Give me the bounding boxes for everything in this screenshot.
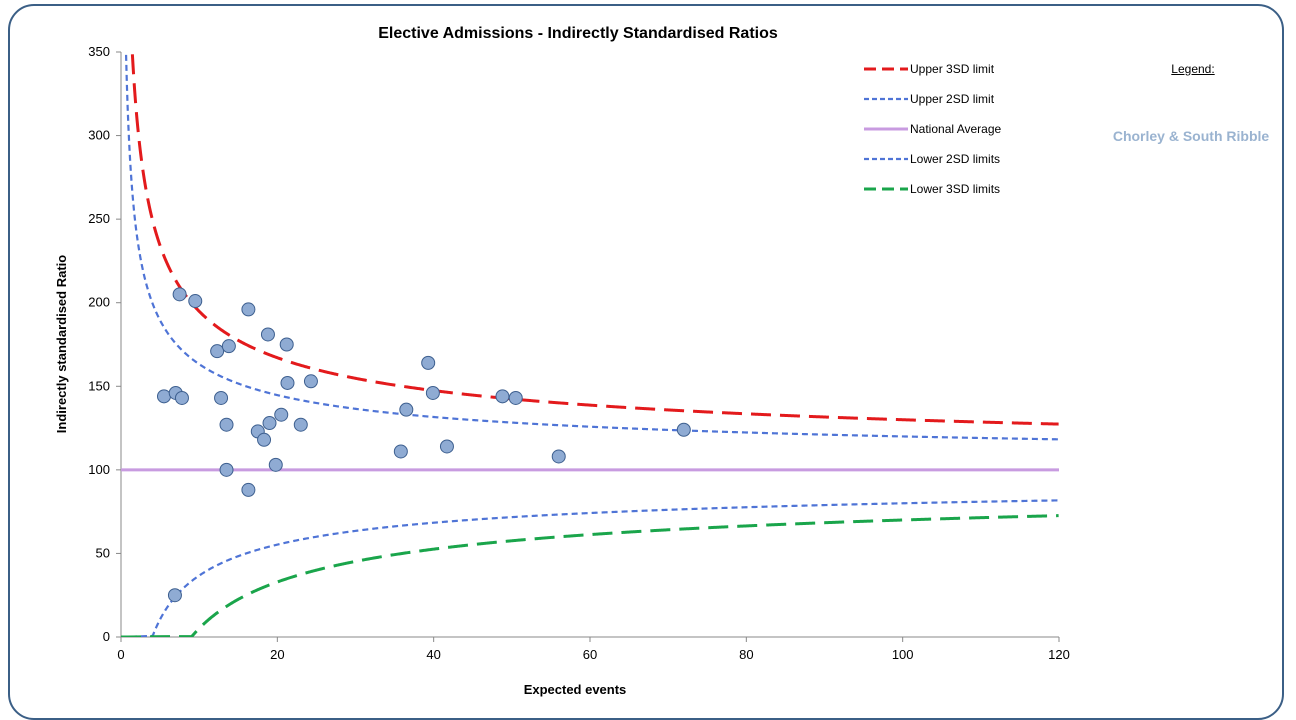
y-axis-label: Indirectly standardised Ratio (54, 255, 69, 433)
data-point (214, 390, 229, 405)
data-point (156, 389, 171, 404)
x-tick-label: 40 (426, 647, 440, 662)
data-point (268, 457, 283, 472)
y-tick-label: 200 (88, 295, 110, 310)
data-point (172, 287, 187, 302)
x-tick-label: 120 (1048, 647, 1070, 662)
data-point (676, 422, 691, 437)
data-point (210, 344, 225, 359)
data-point (293, 417, 308, 432)
y-tick-label: 100 (88, 462, 110, 477)
series-line-upper-2sd-limit (124, 52, 1059, 441)
data-point (167, 588, 182, 603)
data-point (393, 444, 408, 459)
data-point (257, 432, 272, 447)
data-point (188, 294, 203, 309)
x-tick-label: 20 (270, 647, 284, 662)
y-tick-label: 0 (103, 629, 110, 644)
data-point (425, 385, 440, 400)
x-tick-label: 80 (739, 647, 753, 662)
data-point (303, 374, 318, 389)
legend-label: Lower 2SD limits (910, 152, 1000, 166)
y-tick-label: 50 (96, 545, 110, 560)
chart-frame (8, 4, 1284, 720)
data-point (241, 302, 256, 317)
chart-title: Elective Admissions - Indirectly Standar… (378, 25, 778, 42)
y-tick-label: 250 (88, 211, 110, 226)
y-tick-label: 300 (88, 128, 110, 143)
series-line-lower-2sd-limits (121, 499, 1059, 637)
x-tick-label: 60 (583, 647, 597, 662)
legend-label: Upper 2SD limit (910, 92, 995, 106)
data-point (219, 462, 234, 477)
data-point (279, 337, 294, 352)
data-point (280, 375, 295, 390)
legend-title: Legend: (1171, 62, 1215, 76)
axes: 0 50 100 150 200 250 300 350 0 20 40 60 80 100 120 (88, 44, 1070, 662)
x-tick-label: 0 (117, 647, 124, 662)
chart-legend: Upper 3SD limit Upper 2SD limit National A… (864, 62, 1002, 196)
data-point (495, 389, 510, 404)
data-point (421, 355, 436, 370)
data-point (260, 327, 275, 342)
data-point (241, 482, 256, 497)
y-tick-label: 150 (88, 378, 110, 393)
data-point (174, 390, 189, 405)
series-line-lower-3sd-limits (121, 514, 1059, 637)
data-point (551, 449, 566, 464)
data-point (219, 417, 234, 432)
legend-label: Lower 3SD limits (910, 182, 1000, 196)
data-point (274, 407, 289, 422)
series-line-upper-3sd-limit (130, 52, 1059, 426)
data-point (399, 402, 414, 417)
legend-entity-name: Chorley & South Ribble (1112, 128, 1270, 144)
legend-label: Upper 3SD limit (910, 62, 995, 76)
y-tick-label: 350 (88, 44, 110, 59)
data-point (439, 439, 454, 454)
legend-label: National Average (910, 122, 1002, 136)
x-tick-label: 100 (892, 647, 914, 662)
data-point (508, 390, 523, 405)
data-points (156, 287, 691, 603)
funnel-plot: Elective Admissions - Indirectly Standar… (54, 25, 1070, 697)
data-point (262, 416, 277, 431)
data-point (221, 339, 236, 354)
x-axis-label: Expected events (524, 682, 627, 697)
